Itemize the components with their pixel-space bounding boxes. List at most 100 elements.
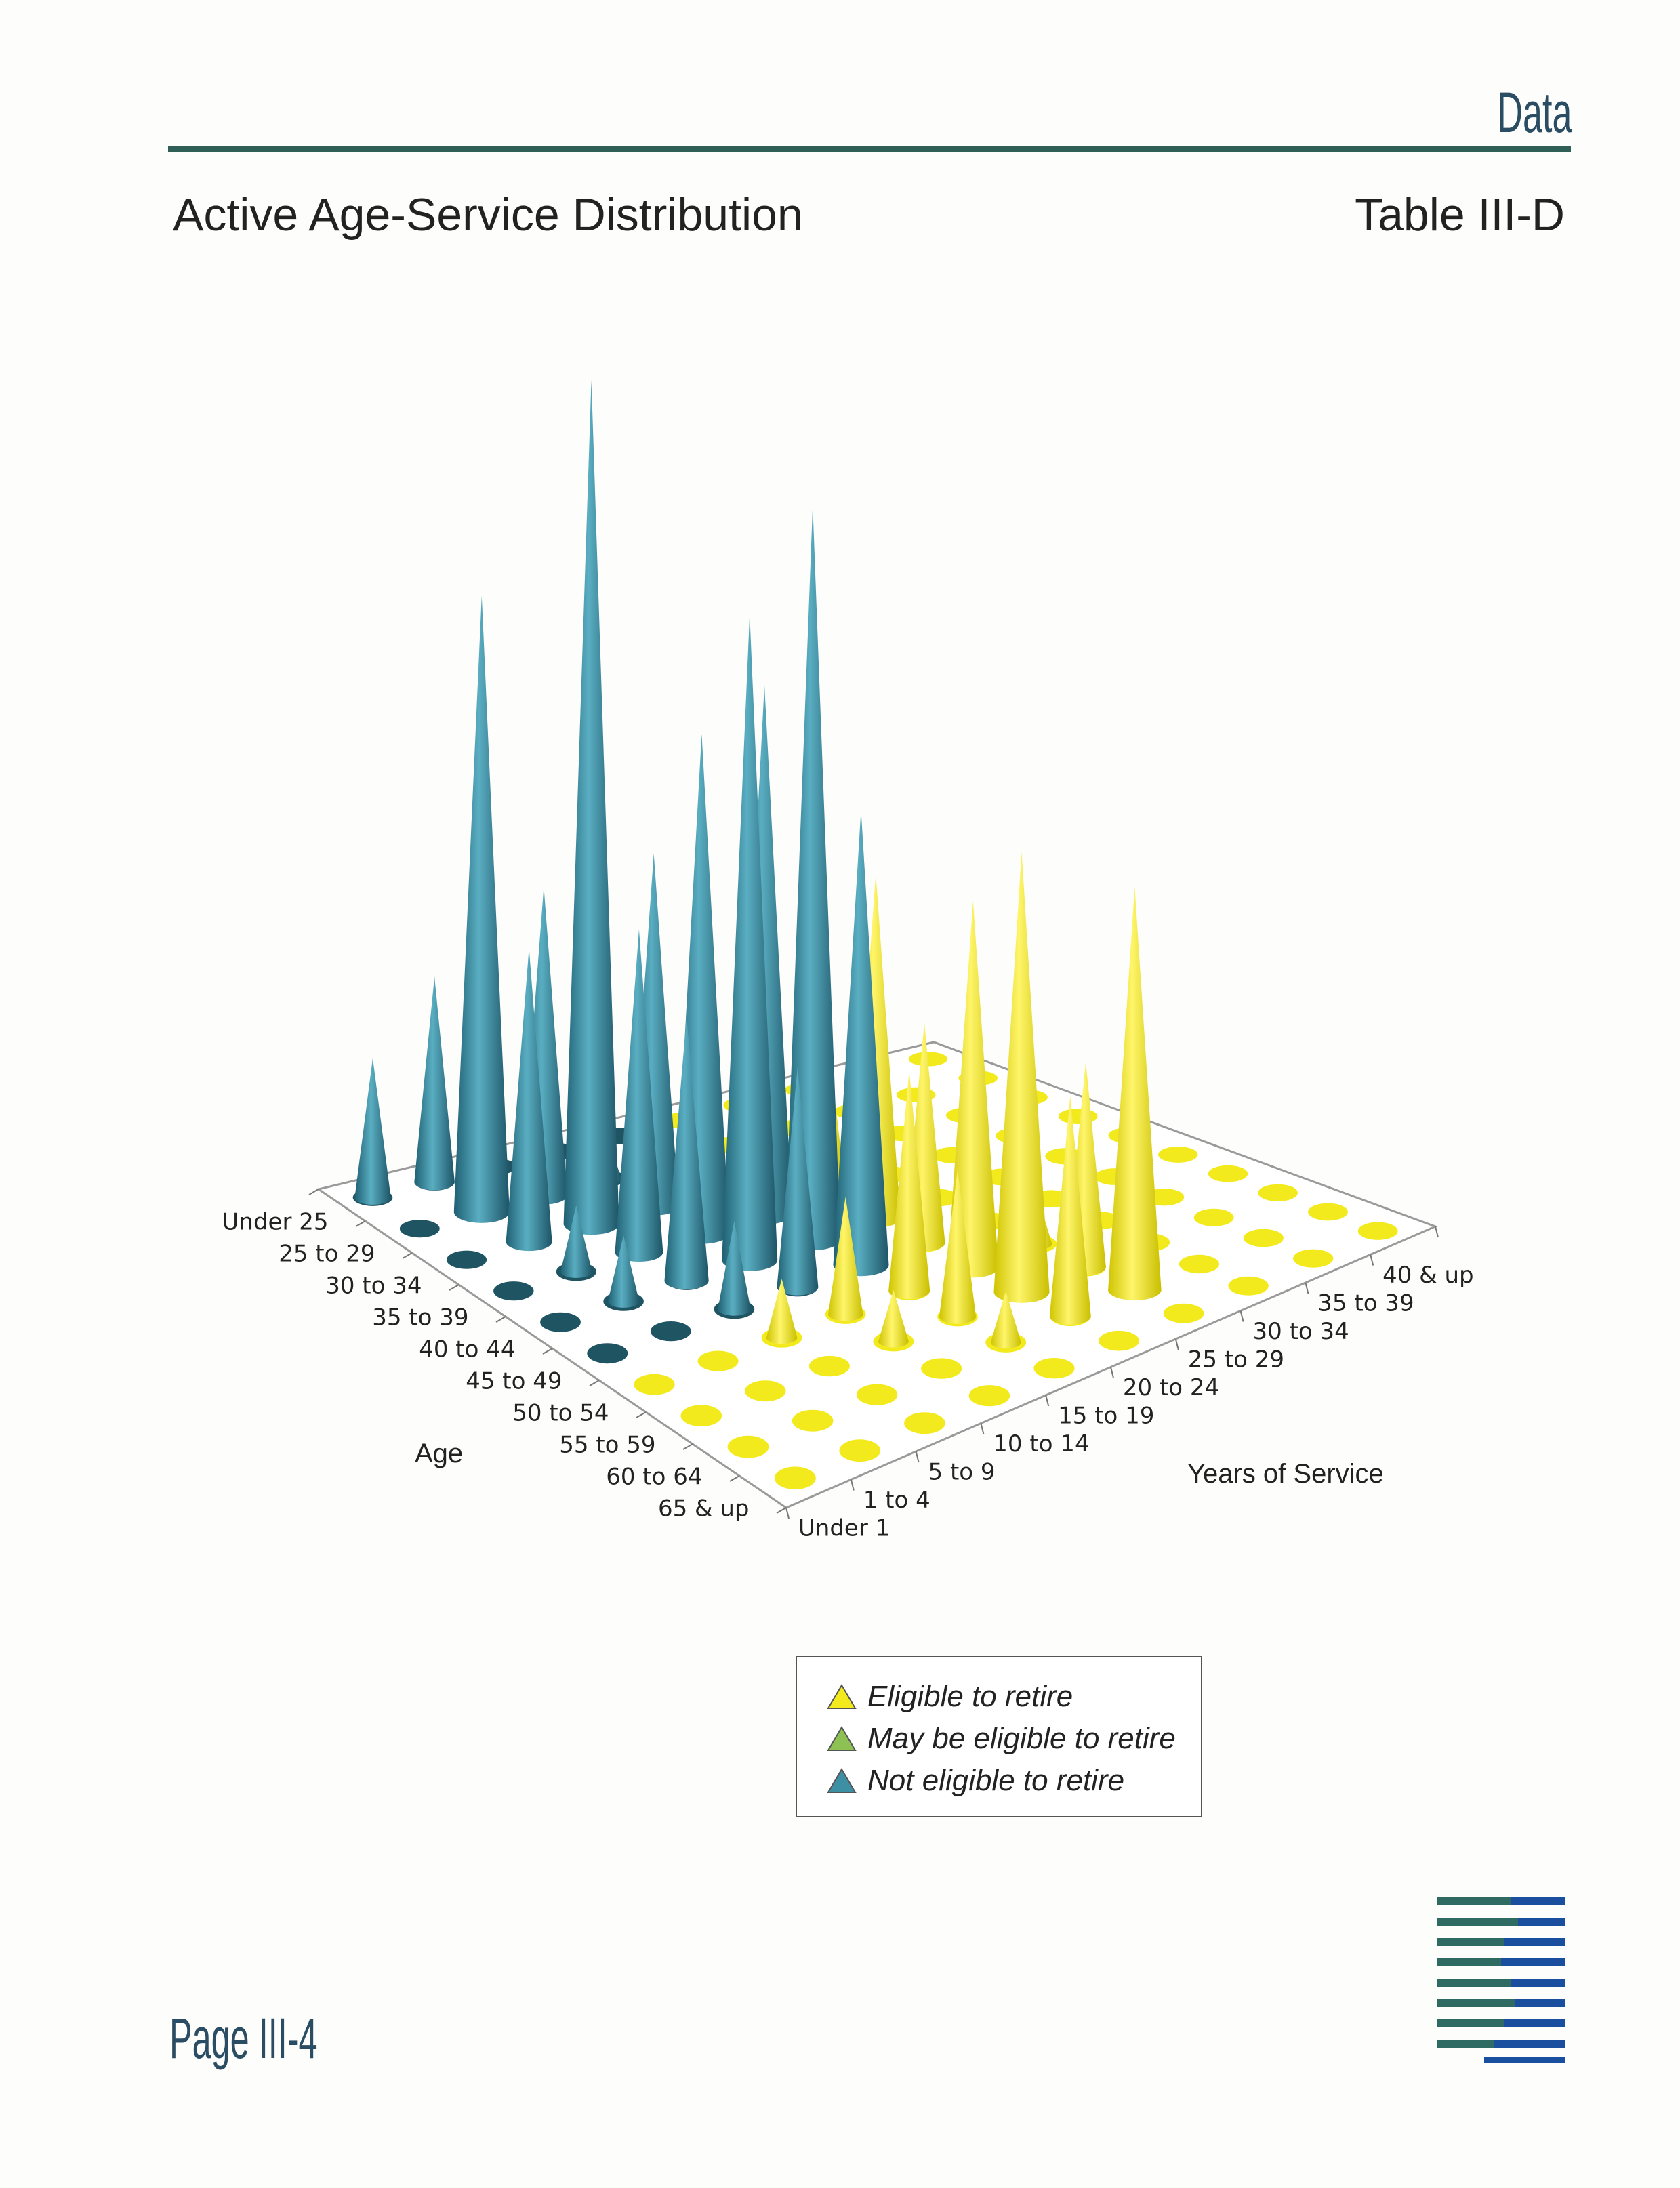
header-rule bbox=[168, 146, 1571, 152]
cell-base bbox=[650, 1321, 691, 1342]
cell-base bbox=[1193, 1208, 1234, 1226]
age-tick bbox=[402, 1252, 413, 1259]
green-triangle-icon bbox=[827, 1726, 857, 1751]
service-tick bbox=[1045, 1395, 1050, 1407]
age-service-chart: Under 25 25 to 29 30 to 34 35 to 39 40 to 44… bbox=[222, 379, 1474, 1542]
age-tick-label: 45 to 49 bbox=[466, 1368, 562, 1395]
service-tick bbox=[1239, 1310, 1244, 1322]
cell-base bbox=[634, 1374, 675, 1395]
cone-bar bbox=[990, 1291, 1021, 1349]
company-logo bbox=[1437, 1897, 1565, 2063]
cell-base bbox=[399, 1220, 440, 1238]
age-tick-label: 60 to 64 bbox=[606, 1464, 702, 1491]
age-tick-label: 55 to 59 bbox=[559, 1432, 655, 1459]
cell-base bbox=[1308, 1203, 1348, 1221]
service-tick bbox=[1174, 1338, 1179, 1350]
age-tick bbox=[776, 1507, 787, 1514]
age-tick bbox=[495, 1316, 506, 1323]
table-id: Table III-D bbox=[1355, 189, 1565, 241]
cone-bar bbox=[453, 596, 510, 1223]
cell-base bbox=[1243, 1229, 1284, 1247]
age-tick-label: 35 to 39 bbox=[372, 1304, 468, 1332]
age-tick-label: 40 to 44 bbox=[419, 1336, 515, 1363]
age-tick-label: 30 to 34 bbox=[325, 1273, 422, 1300]
chart-legend: Eligible to retire May be eligible to re… bbox=[796, 1656, 1202, 1817]
cell-base bbox=[856, 1384, 898, 1405]
cell-base bbox=[839, 1439, 881, 1462]
yellow-triangle-icon bbox=[827, 1684, 857, 1709]
service-tick bbox=[850, 1479, 855, 1491]
cell-base bbox=[1357, 1222, 1398, 1240]
service-tick-label: 35 to 39 bbox=[1317, 1289, 1414, 1317]
cone-bar bbox=[354, 1058, 391, 1205]
cell-base bbox=[792, 1409, 834, 1432]
service-tick bbox=[1305, 1282, 1309, 1294]
cell-base bbox=[587, 1343, 628, 1364]
page-number: Page III-4 bbox=[169, 2006, 318, 2070]
age-tick-label: Under 25 bbox=[222, 1209, 329, 1236]
cone-bar bbox=[615, 929, 663, 1262]
cell-base bbox=[1293, 1249, 1334, 1268]
cell-base bbox=[921, 1358, 962, 1379]
service-tick bbox=[915, 1451, 920, 1463]
legend-label: Eligible to retire bbox=[867, 1680, 1073, 1713]
service-tick-label: 25 to 29 bbox=[1188, 1346, 1284, 1373]
service-tick-label: Under 1 bbox=[798, 1514, 890, 1542]
legend-item-eligible: Eligible to retire bbox=[827, 1676, 1073, 1717]
cell-base bbox=[727, 1435, 769, 1458]
cone-bar bbox=[414, 976, 455, 1191]
section-label: Data bbox=[1496, 81, 1572, 144]
service-tick bbox=[980, 1423, 985, 1434]
cone-bar bbox=[777, 1067, 819, 1296]
cell-base bbox=[680, 1405, 722, 1427]
cone-bar bbox=[1108, 886, 1162, 1301]
cell-base bbox=[1099, 1330, 1139, 1351]
cell-base bbox=[446, 1250, 487, 1269]
cell-base bbox=[697, 1350, 739, 1371]
service-tick bbox=[1435, 1226, 1439, 1238]
service-tick-label: 10 to 14 bbox=[993, 1430, 1089, 1458]
cone-bar bbox=[560, 1205, 592, 1278]
age-tick bbox=[682, 1443, 693, 1450]
cell-base bbox=[968, 1385, 1010, 1407]
cell-base bbox=[745, 1380, 786, 1402]
cell-base bbox=[808, 1355, 850, 1377]
legend-item-not-eligible: Not eligible to retire bbox=[827, 1760, 1124, 1801]
cone-bar bbox=[563, 379, 619, 1235]
cone-bar bbox=[664, 1016, 709, 1289]
service-tick-label: 20 to 24 bbox=[1123, 1374, 1219, 1401]
service-tick-label: 5 to 9 bbox=[928, 1458, 996, 1485]
cone-bar bbox=[993, 851, 1050, 1303]
cell-base bbox=[904, 1412, 945, 1434]
cone-bar bbox=[947, 901, 999, 1278]
age-tick bbox=[589, 1380, 600, 1386]
age-tick bbox=[636, 1411, 647, 1418]
cone-bar bbox=[939, 1170, 976, 1324]
service-tick-label: 15 to 19 bbox=[1058, 1402, 1154, 1429]
service-tick-label: 40 & up bbox=[1382, 1262, 1474, 1289]
cone-bar bbox=[506, 948, 552, 1252]
age-tick-label: 25 to 29 bbox=[279, 1241, 375, 1268]
cell-base bbox=[1258, 1184, 1298, 1201]
cone-bar bbox=[766, 1279, 798, 1344]
age-axis-title: Age bbox=[415, 1439, 463, 1468]
cone-bar bbox=[828, 1197, 863, 1321]
cone-bar bbox=[878, 1289, 909, 1348]
service-axis-title: Years of Service bbox=[1187, 1459, 1384, 1489]
legend-label: Not eligible to retire bbox=[867, 1764, 1125, 1797]
cell-base bbox=[1058, 1109, 1098, 1124]
cell-base bbox=[540, 1312, 581, 1332]
cell-base bbox=[493, 1281, 534, 1301]
age-tick bbox=[449, 1284, 459, 1291]
cell-base bbox=[1179, 1254, 1219, 1274]
legend-label: May be eligible to retire bbox=[867, 1722, 1176, 1755]
cone-bar bbox=[888, 1071, 930, 1300]
service-tick bbox=[785, 1507, 790, 1519]
age-tick bbox=[542, 1348, 553, 1355]
cell-base bbox=[1228, 1276, 1269, 1296]
cell-base bbox=[1033, 1358, 1075, 1379]
cone-bar bbox=[722, 614, 778, 1271]
cell-base bbox=[1158, 1146, 1198, 1163]
age-tick-label: 65 & up bbox=[658, 1495, 750, 1523]
cell-base bbox=[1163, 1303, 1204, 1323]
